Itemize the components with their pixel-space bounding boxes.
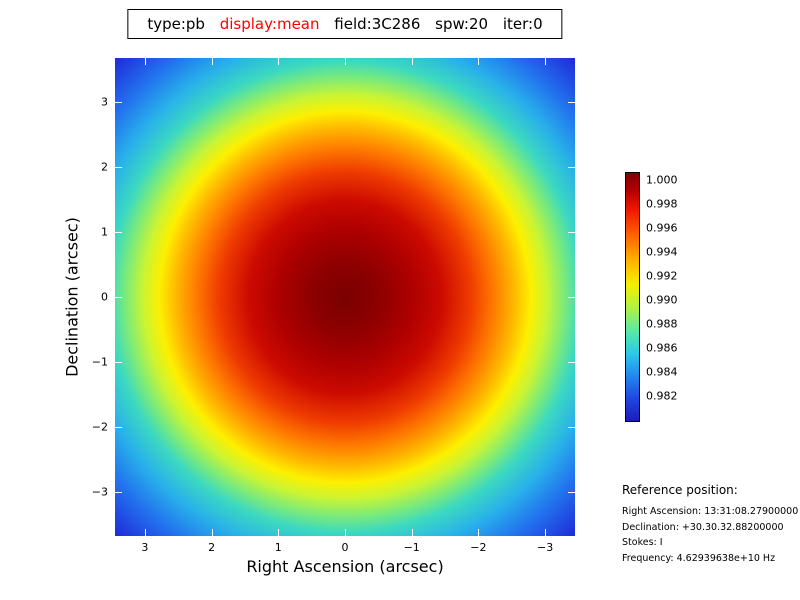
axis-tick (568, 491, 575, 493)
x-axis-tick-labels: 3 2 1 0 −1 −2 −3 (115, 541, 575, 555)
axis-tick (115, 297, 122, 298)
y-axis-tick-labels: 3 2 1 0 −1 −2 −3 (82, 58, 108, 536)
y-tick-label: 1 (101, 225, 108, 239)
axis-tick (345, 529, 346, 536)
x-tick-label: 1 (274, 541, 282, 554)
title-segment-type: type:pb (147, 15, 205, 33)
axis-tick (568, 297, 575, 298)
y-axis-label: Declination (arcsec) (62, 217, 82, 377)
colorbar-label: 0.992 (646, 269, 678, 283)
reference-ra: Right Ascension: 13:31:08.27900000 (622, 506, 799, 517)
x-tick-label: 0 (341, 541, 349, 554)
x-axis-label: Right Ascension (arcsec) (246, 557, 444, 576)
axis-tick (411, 529, 413, 536)
y-tick-label: −2 (91, 420, 108, 434)
colorbar-label: 0.996 (646, 221, 678, 235)
x-tick-label: −2 (470, 541, 487, 554)
axis-tick (115, 362, 122, 363)
colorbar-label: 0.984 (646, 365, 678, 379)
axis-tick (478, 529, 480, 536)
axis-tick (144, 58, 146, 65)
reference-position-block: Reference position: Right Ascension: 13:… (622, 483, 799, 566)
x-tick-label: 3 (141, 541, 149, 554)
axis-tick (568, 102, 575, 104)
axis-tick (211, 58, 213, 65)
y-tick-label: 0 (101, 290, 108, 304)
x-tick-label: −3 (536, 541, 554, 554)
title-segment-spw: spw:20 (435, 15, 489, 33)
axis-tick (568, 231, 575, 233)
plot-title-box: type:pb display:mean field:3C286 spw:20 … (127, 9, 563, 39)
x-tick-label: −1 (403, 541, 420, 554)
colorbar-label: 0.988 (646, 317, 678, 331)
axis-tick (144, 529, 146, 536)
heatmap-canvas (115, 58, 575, 536)
colorbar-label: 0.986 (646, 341, 678, 355)
axis-tick (478, 58, 480, 65)
colorbar-labels: 1.000 0.998 0.996 0.994 0.992 0.990 0.98… (646, 172, 696, 420)
title-segment-field: field:3C286 (334, 15, 421, 33)
axis-tick (568, 426, 575, 428)
axis-tick (545, 529, 547, 536)
axis-tick (115, 102, 122, 104)
reference-heading: Reference position: (622, 483, 738, 497)
axis-tick (115, 491, 122, 493)
colorbar-label: 0.998 (646, 197, 678, 211)
reference-dec: Declination: +30.30.32.88200000 (622, 521, 784, 533)
y-tick-label: 2 (101, 160, 108, 174)
title-segment-iter: iter:0 (502, 15, 543, 33)
axis-tick (278, 529, 280, 536)
y-tick-label: −1 (91, 355, 108, 369)
axis-tick (545, 58, 547, 65)
reference-stokes: Stokes: I (622, 537, 663, 548)
colorbar-label: 0.982 (646, 389, 678, 403)
colorbar (625, 172, 640, 422)
y-tick-label: 3 (101, 95, 108, 109)
axis-tick (345, 58, 346, 65)
axis-tick (278, 58, 280, 65)
title-segment-display: display:mean (219, 15, 320, 33)
axis-tick (568, 362, 575, 363)
axis-tick (115, 167, 122, 169)
reference-frequency: Frequency: 4.62939638e+10 Hz (622, 552, 776, 564)
axis-tick (115, 426, 122, 428)
axis-tick (211, 529, 213, 536)
colorbar-label: 0.990 (646, 293, 678, 307)
axis-tick (115, 231, 122, 233)
axis-tick (568, 167, 575, 169)
colorbar-label: 0.994 (646, 245, 678, 259)
axis-tick (411, 58, 413, 65)
x-tick-label: 2 (208, 541, 216, 554)
colorbar-label: 1.000 (646, 173, 678, 187)
y-tick-label: −3 (91, 485, 108, 499)
